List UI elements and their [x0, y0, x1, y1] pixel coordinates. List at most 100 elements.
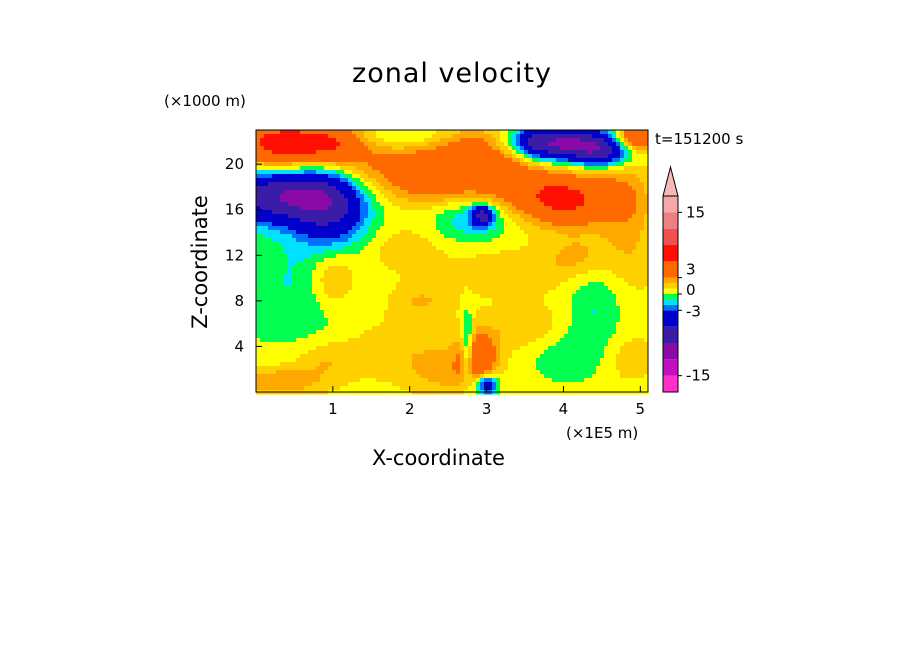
field-cell [476, 318, 481, 323]
field-cell [272, 266, 277, 271]
field-cell [548, 194, 553, 199]
field-cell [540, 194, 545, 199]
field-cell [524, 222, 529, 227]
field-cell [360, 270, 365, 275]
field-cell [276, 174, 281, 179]
field-cell [272, 326, 277, 331]
field-cell [416, 278, 421, 283]
field-cell [436, 258, 441, 263]
field-cell [308, 266, 313, 271]
field-cell [624, 142, 629, 147]
field-cell [404, 318, 409, 323]
field-cell [496, 166, 501, 171]
field-cell [364, 226, 369, 231]
field-cell [296, 318, 301, 323]
field-cell [564, 190, 569, 195]
field-cell [440, 210, 445, 215]
field-cell [360, 210, 365, 215]
field-cell [468, 270, 473, 275]
field-cell [356, 266, 361, 271]
field-cell [472, 142, 477, 147]
field-cell [416, 254, 421, 259]
field-cell [596, 154, 601, 159]
field-cell [276, 214, 281, 219]
field-cell [620, 134, 625, 139]
field-cell [604, 194, 609, 199]
field-cell [484, 210, 489, 215]
field-cell [620, 306, 625, 311]
field-cell [508, 242, 513, 247]
field-cell [452, 298, 457, 303]
field-cell [324, 294, 329, 299]
field-cell [552, 290, 557, 295]
field-cell [256, 170, 261, 175]
field-cell [344, 310, 349, 315]
field-cell [264, 178, 269, 183]
field-cell [616, 162, 621, 167]
field-cell [364, 254, 369, 259]
field-cell [480, 194, 485, 199]
field-cell [604, 142, 609, 147]
field-cell [552, 206, 557, 211]
field-cell [384, 266, 389, 271]
field-cell [616, 206, 621, 211]
field-cell [572, 134, 577, 139]
field-cell [356, 154, 361, 159]
field-cell [596, 162, 601, 167]
field-cell [568, 166, 573, 171]
field-cell [264, 202, 269, 207]
field-cell [292, 158, 297, 163]
field-cell [580, 306, 585, 311]
field-cell [576, 286, 581, 291]
field-cell [428, 270, 433, 275]
field-cell [268, 158, 273, 163]
field-cell [476, 134, 481, 139]
field-cell [300, 222, 305, 227]
field-cell [416, 282, 421, 287]
field-cell [464, 282, 469, 287]
field-cell [560, 294, 565, 299]
field-cell [588, 250, 593, 255]
field-cell [500, 286, 505, 291]
field-cell [316, 290, 321, 295]
field-cell [640, 170, 645, 175]
field-cell [268, 226, 273, 231]
field-cell [288, 198, 293, 203]
field-cell [492, 238, 497, 243]
field-cell [536, 254, 541, 259]
field-cell [592, 310, 597, 315]
field-cell [584, 198, 589, 203]
field-cell [544, 322, 549, 327]
field-cell [284, 138, 289, 143]
field-cell [448, 218, 453, 223]
field-cell [644, 262, 649, 267]
field-cell [556, 314, 561, 319]
field-cell [384, 198, 389, 203]
field-cell [412, 226, 417, 231]
field-cell [336, 226, 341, 231]
field-cell [516, 282, 521, 287]
field-cell [320, 326, 325, 331]
field-cell [360, 326, 365, 331]
field-cell [524, 258, 529, 263]
field-cell [596, 330, 601, 335]
field-cell [508, 150, 513, 155]
field-cell [292, 234, 297, 239]
field-cell [368, 138, 373, 143]
field-cell [388, 322, 393, 327]
field-cell [572, 282, 577, 287]
field-cell [320, 166, 325, 171]
field-cell [312, 182, 317, 187]
field-cell [484, 318, 489, 323]
field-cell [636, 230, 641, 235]
field-cell [408, 222, 413, 227]
field-cell [596, 282, 601, 287]
field-cell [540, 222, 545, 227]
field-cell [608, 306, 613, 311]
field-cell [460, 162, 465, 167]
field-cell [416, 250, 421, 255]
field-cell [596, 306, 601, 311]
field-cell [292, 134, 297, 139]
field-cell [492, 270, 497, 275]
field-cell [556, 230, 561, 235]
